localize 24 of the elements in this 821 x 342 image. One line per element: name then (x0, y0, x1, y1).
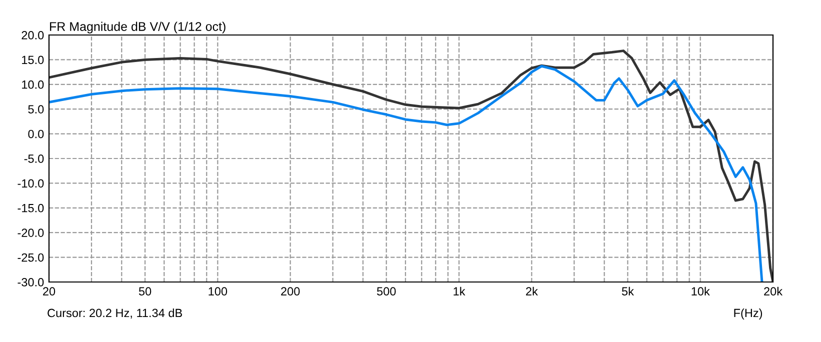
text: Cursor: 20.2 Hz, 11.34 dB (48, 308, 182, 319)
y-tick-label: 10.0 (22, 80, 44, 89)
y-tick-label: 20.0 (22, 31, 44, 40)
x-tick-label: 500 (376, 287, 396, 296)
y-tick-label: -15.0 (18, 204, 44, 212)
y-tick-label: 0.0 (28, 130, 44, 138)
chart-title: FR Magnitude dB V/V (1/12 oct) (50, 22, 226, 34)
y-tick-label: 5.0 (28, 105, 44, 114)
y-tick-label: -30.0 (18, 278, 44, 286)
y-tick-label: -5.0 (24, 154, 44, 163)
x-tick-label: 20 (43, 287, 56, 296)
y-tick-label: -25.0 (18, 253, 44, 262)
x-tick-label: 20k (764, 286, 783, 296)
y-tick-label: 15.0 (22, 56, 44, 64)
y-tick-label: -20.0 (18, 228, 44, 237)
x-tick-label: 200 (281, 287, 300, 296)
x-tick-label: 10k (692, 286, 710, 296)
x-tick-label: 1k (454, 286, 466, 296)
x-axis-title: F(Hz) (734, 308, 762, 320)
y-tick-label: -10.0 (18, 179, 44, 188)
x-tick-label: 100 (208, 287, 228, 296)
x-tick-label: 5k (622, 286, 634, 296)
x-tick-label: 50 (138, 287, 152, 296)
x-tick-label: 2k (526, 286, 538, 296)
